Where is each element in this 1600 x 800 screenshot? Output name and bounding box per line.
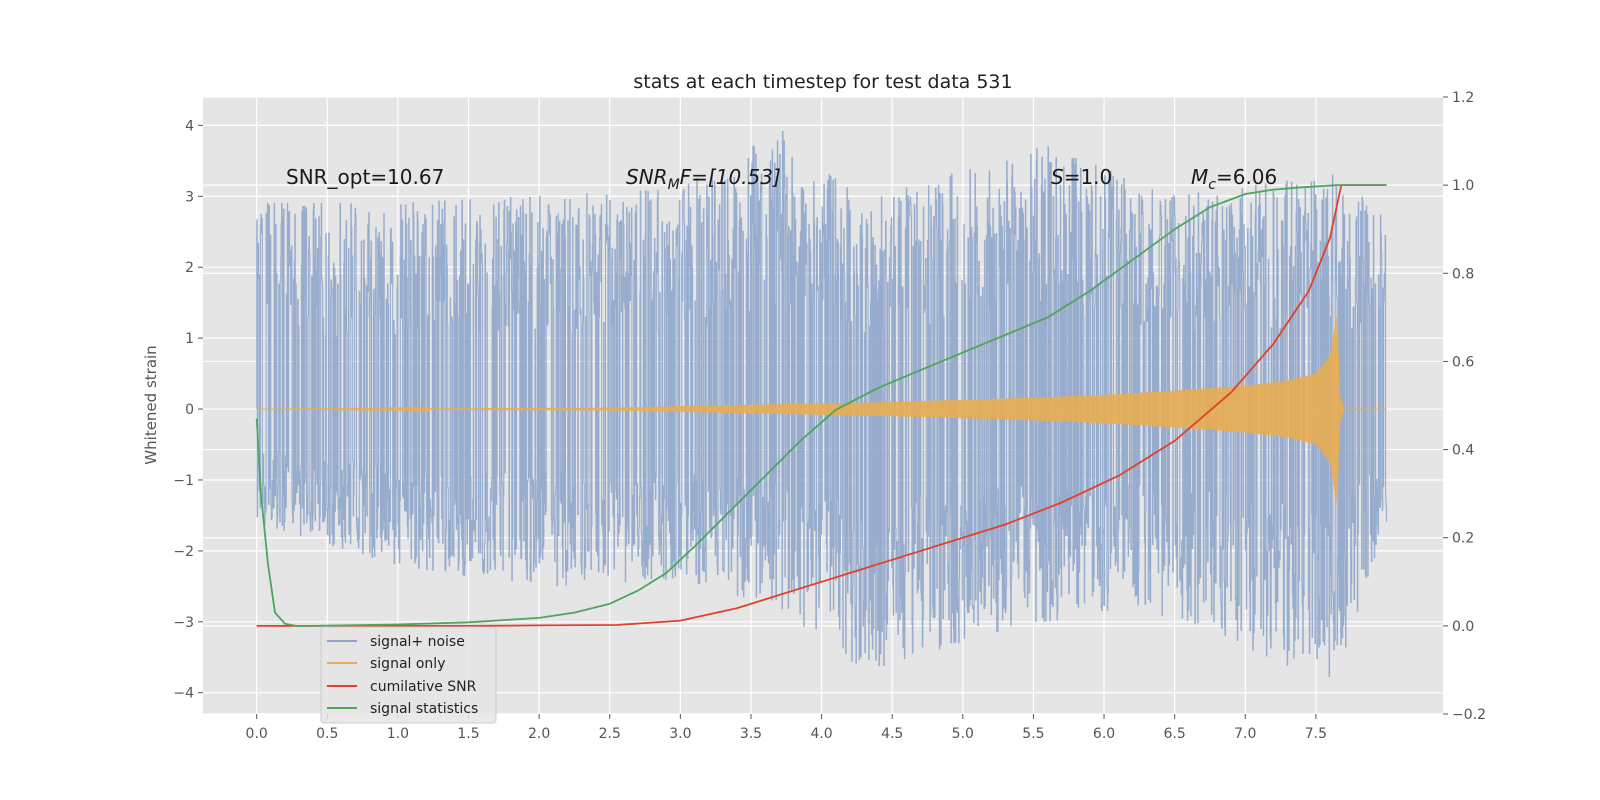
x-tick-label: 4.5	[881, 726, 903, 742]
right-axis-ticks: −0.2 0.0 0.2 0.4 0.6 0.8 1.0 1.2	[1443, 90, 1486, 723]
legend-label-signal-statistics: signal statistics	[370, 701, 478, 717]
annotation-snr-mf: SNRMF=[10.53]	[626, 165, 781, 193]
legend-box	[320, 626, 497, 724]
legend-label-cumulative-snr: cumilative SNR	[370, 679, 477, 695]
signal-noise-trace	[256, 131, 1388, 678]
right-tick-label: 0.4	[1452, 443, 1474, 459]
right-tick-label: −0.2	[1452, 707, 1486, 723]
y-tick-label: 2	[185, 260, 194, 276]
y-tick-label: 4	[185, 118, 194, 134]
signal-only-trace	[256, 313, 1387, 503]
y-tick-label: −4	[173, 686, 194, 702]
y-axis-label: Whitened strain	[142, 345, 160, 464]
x-tick-label: 4.0	[810, 726, 832, 742]
right-tick-label: 0.6	[1452, 354, 1474, 370]
x-tick-label: 5.5	[1022, 726, 1044, 742]
annotation-s-italic: S	[1051, 165, 1064, 189]
annotation-mc-base: M	[1191, 165, 1208, 189]
cumulative-snr-line	[256, 184, 1387, 627]
x-tick-label: 3.0	[669, 726, 691, 742]
right-tick-label: 1.0	[1452, 178, 1474, 194]
annotation-snr-opt: SNR_opt=10.67	[286, 165, 444, 189]
x-tick-label: 5.0	[952, 726, 974, 742]
x-tick-label: 2.5	[599, 726, 621, 742]
annotation-mc-sub: c	[1208, 177, 1216, 193]
x-tick-label: 7.0	[1234, 726, 1256, 742]
x-tick-label: 1.0	[387, 726, 409, 742]
annotation-snr-mf-sub: M	[668, 177, 680, 193]
y-tick-label: −2	[173, 544, 194, 560]
y-tick-label: 0	[185, 402, 194, 418]
annotation-snr-mf-rest: F=[10.53]	[680, 165, 781, 189]
y-tick-label: −1	[173, 473, 194, 489]
annotation-mc-rest: =6.06	[1216, 165, 1277, 189]
right-tick-label: 0.0	[1452, 619, 1474, 635]
x-tick-label: 2.0	[528, 726, 550, 742]
right-tick-label: 0.2	[1452, 531, 1474, 547]
x-tick-label: 0.5	[316, 726, 338, 742]
annotation-snr-mf-base: SNR	[626, 165, 668, 189]
y-tick-label: 1	[185, 331, 194, 347]
legend-label-signal-noise: signal+ noise	[370, 634, 465, 650]
chart-title: stats at each timestep for test data 531	[633, 71, 1012, 93]
signal-statistics-line	[255, 184, 1387, 627]
legend-label-signal-only: signal only	[370, 656, 445, 672]
right-tick-label: 0.8	[1452, 266, 1474, 282]
x-axis-ticks: 0.0 0.5 1.0 1.5 2.0 2.5 3.0 3.5 4.0 4.5 5.0 5.5 6.0 6…	[246, 714, 1327, 742]
annotation-s-rest: =1.0	[1064, 165, 1113, 189]
x-tick-label: 6.5	[1164, 726, 1186, 742]
x-tick-label: 7.5	[1305, 726, 1327, 742]
annotation-s: S=1.0	[1051, 165, 1112, 189]
legend: signal+ noise signal only cumilative SNR…	[320, 626, 497, 724]
x-tick-label: 6.0	[1093, 726, 1115, 742]
signal-only-series	[256, 313, 1387, 503]
signal-noise-series	[256, 131, 1388, 678]
x-tick-label: 1.5	[457, 726, 479, 742]
x-tick-label: 3.5	[740, 726, 762, 742]
y-tick-label: 3	[185, 189, 194, 205]
y-axis-ticks: −4 −3 −2 −1 0 1 2 3 4	[173, 118, 203, 702]
annotation-mc: Mc=6.06	[1191, 165, 1277, 193]
x-tick-label: 0.0	[246, 726, 268, 742]
y-tick-label: −3	[173, 615, 194, 631]
right-tick-label: 1.2	[1452, 90, 1474, 106]
